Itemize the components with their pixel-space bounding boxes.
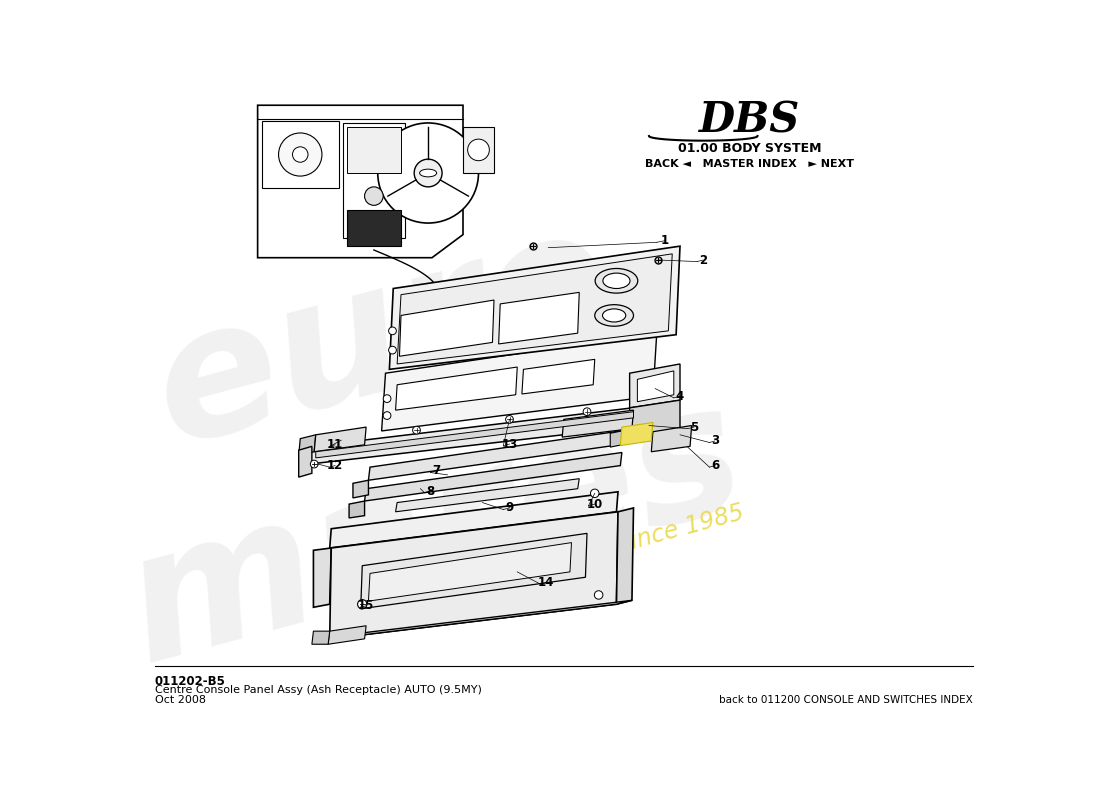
- Text: Oct 2008: Oct 2008: [154, 695, 206, 705]
- Polygon shape: [361, 534, 587, 609]
- Polygon shape: [382, 333, 657, 431]
- Polygon shape: [368, 430, 626, 480]
- Polygon shape: [649, 404, 664, 431]
- Text: 5: 5: [690, 421, 698, 434]
- Polygon shape: [312, 631, 330, 644]
- Polygon shape: [330, 512, 618, 639]
- Polygon shape: [399, 300, 494, 356]
- Polygon shape: [389, 246, 680, 370]
- Polygon shape: [463, 126, 494, 173]
- Ellipse shape: [595, 269, 638, 293]
- Ellipse shape: [419, 169, 437, 177]
- Polygon shape: [257, 106, 463, 258]
- Polygon shape: [397, 254, 672, 364]
- Polygon shape: [346, 210, 402, 246]
- Polygon shape: [309, 404, 664, 464]
- Text: 01.00 BODY SYSTEM: 01.00 BODY SYSTEM: [678, 142, 822, 155]
- Text: Centre Console Panel Assy (Ash Receptacle) AUTO (9.5MY): Centre Console Panel Assy (Ash Receptacl…: [154, 685, 482, 695]
- Text: 14: 14: [538, 576, 554, 589]
- Circle shape: [591, 489, 600, 498]
- Ellipse shape: [603, 273, 630, 289]
- Polygon shape: [353, 480, 369, 498]
- Polygon shape: [262, 121, 339, 188]
- Text: a passion for parts since 1985: a passion for parts since 1985: [396, 500, 747, 616]
- Polygon shape: [616, 508, 634, 604]
- Circle shape: [293, 147, 308, 162]
- Text: DBS: DBS: [700, 100, 801, 142]
- Circle shape: [412, 426, 420, 434]
- Circle shape: [388, 327, 396, 334]
- Text: 2: 2: [700, 254, 707, 266]
- Text: 10: 10: [586, 498, 603, 510]
- Text: 011202-B5: 011202-B5: [154, 675, 226, 688]
- Text: 8: 8: [427, 485, 434, 498]
- Polygon shape: [562, 410, 634, 437]
- Text: 1: 1: [660, 234, 669, 247]
- Ellipse shape: [603, 309, 626, 322]
- Polygon shape: [629, 400, 680, 438]
- Polygon shape: [620, 422, 653, 446]
- Polygon shape: [330, 600, 631, 639]
- Polygon shape: [364, 453, 622, 501]
- Circle shape: [583, 408, 591, 415]
- Text: 7: 7: [432, 465, 440, 478]
- Text: euro
mares: euro mares: [56, 170, 761, 699]
- Circle shape: [358, 599, 367, 609]
- Polygon shape: [328, 626, 366, 644]
- Text: 4: 4: [675, 390, 684, 403]
- Text: 3: 3: [711, 434, 719, 447]
- Circle shape: [383, 412, 390, 419]
- Text: BACK ◄   MASTER INDEX   ► NEXT: BACK ◄ MASTER INDEX ► NEXT: [646, 158, 855, 169]
- Circle shape: [415, 159, 442, 187]
- Text: 12: 12: [327, 459, 343, 472]
- Polygon shape: [346, 126, 402, 173]
- Polygon shape: [314, 548, 331, 607]
- Polygon shape: [396, 478, 580, 512]
- Circle shape: [310, 460, 318, 468]
- Polygon shape: [316, 412, 634, 458]
- Polygon shape: [629, 364, 680, 408]
- Polygon shape: [315, 427, 366, 452]
- Polygon shape: [651, 426, 692, 452]
- Polygon shape: [396, 367, 517, 410]
- Ellipse shape: [595, 305, 634, 326]
- Circle shape: [377, 123, 478, 223]
- Polygon shape: [349, 501, 364, 518]
- Text: 15: 15: [358, 599, 374, 612]
- Polygon shape: [343, 123, 405, 238]
- Circle shape: [364, 187, 383, 206]
- Polygon shape: [498, 292, 580, 344]
- Polygon shape: [637, 371, 674, 402]
- Circle shape: [388, 346, 396, 354]
- Circle shape: [383, 394, 390, 402]
- Circle shape: [468, 139, 490, 161]
- Text: back to 011200 CONSOLE AND SWITCHES INDEX: back to 011200 CONSOLE AND SWITCHES INDE…: [719, 695, 974, 705]
- Circle shape: [506, 415, 514, 423]
- Text: 6: 6: [711, 459, 719, 472]
- Text: 11: 11: [327, 438, 343, 451]
- Circle shape: [594, 590, 603, 599]
- Circle shape: [278, 133, 322, 176]
- Polygon shape: [521, 359, 595, 394]
- Polygon shape: [299, 435, 316, 455]
- Polygon shape: [330, 492, 618, 548]
- Polygon shape: [610, 430, 626, 447]
- Text: 13: 13: [502, 438, 518, 450]
- Polygon shape: [368, 542, 572, 601]
- Text: 9: 9: [505, 502, 514, 514]
- Polygon shape: [299, 446, 312, 477]
